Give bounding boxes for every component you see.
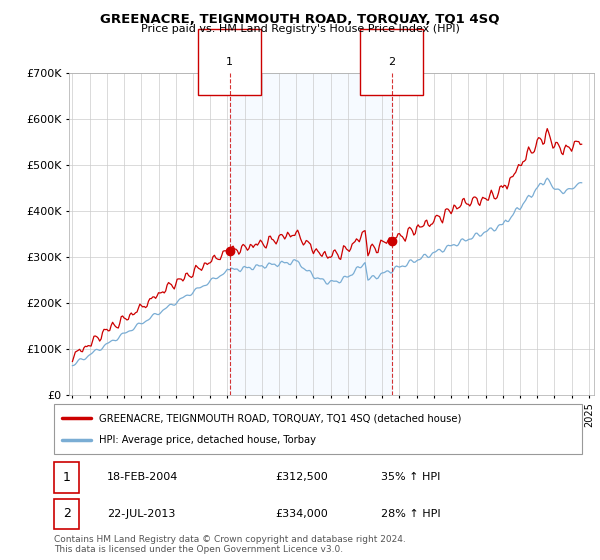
Text: 35% ↑ HPI: 35% ↑ HPI	[382, 473, 441, 482]
Text: HPI: Average price, detached house, Torbay: HPI: Average price, detached house, Torb…	[99, 435, 316, 445]
Text: 22-JUL-2013: 22-JUL-2013	[107, 509, 175, 519]
FancyBboxPatch shape	[54, 404, 582, 454]
Text: 2: 2	[63, 507, 71, 520]
Text: £312,500: £312,500	[276, 473, 329, 482]
FancyBboxPatch shape	[54, 462, 79, 493]
FancyBboxPatch shape	[54, 498, 79, 529]
Text: 18-FEB-2004: 18-FEB-2004	[107, 473, 178, 482]
Text: £334,000: £334,000	[276, 509, 329, 519]
Text: GREENACRE, TEIGNMOUTH ROAD, TORQUAY, TQ1 4SQ: GREENACRE, TEIGNMOUTH ROAD, TORQUAY, TQ1…	[100, 13, 500, 26]
Text: Contains HM Land Registry data © Crown copyright and database right 2024.
This d: Contains HM Land Registry data © Crown c…	[54, 535, 406, 554]
Text: GREENACRE, TEIGNMOUTH ROAD, TORQUAY, TQ1 4SQ (detached house): GREENACRE, TEIGNMOUTH ROAD, TORQUAY, TQ1…	[99, 413, 461, 423]
Text: 2: 2	[388, 57, 395, 67]
Text: 28% ↑ HPI: 28% ↑ HPI	[382, 509, 441, 519]
Text: 1: 1	[226, 57, 233, 67]
Text: 1: 1	[63, 471, 71, 484]
Bar	[230, 73, 392, 395]
Text: Price paid vs. HM Land Registry's House Price Index (HPI): Price paid vs. HM Land Registry's House …	[140, 24, 460, 34]
